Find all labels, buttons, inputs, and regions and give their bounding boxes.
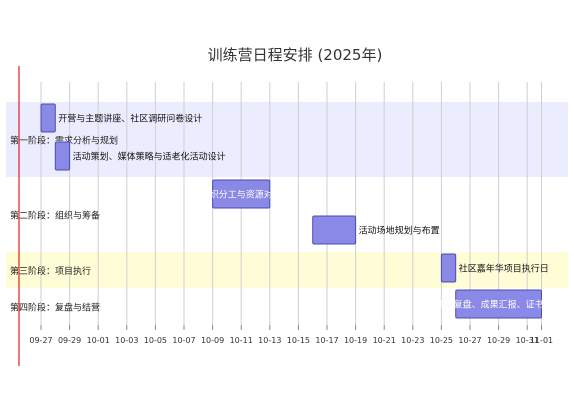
tick-label: 10-13 [258,336,281,345]
task-label: 社区嘉年华项目执行日 [459,263,549,275]
tick-label: 10-09 [201,336,224,345]
tick-label: 10-19 [344,336,367,345]
tick-label: 10-15 [287,336,310,345]
task-label: 活动策划、媒体策略与适老化活动设计 [73,151,226,163]
tick-label: 10-17 [315,336,338,345]
tick-label: 10-25 [430,336,453,345]
task-label: 开营与主题讲座、社区调研问卷设计 [58,113,202,125]
tick-label: 09-29 [58,336,81,345]
task-label: 项目复盘、成果汇报、证书颁发 [436,299,562,311]
task-bar [455,289,543,319]
tick-label: 10-01 [87,336,110,345]
section-label: 第三阶段：项目执行 [10,265,91,277]
task-bar [312,215,357,245]
section-labels: 第一阶段：需求分析与规划第二阶段：组织与筹备第三阶段：项目执行第四阶段：复盘与结… [10,135,118,314]
chart-title: 训练营日程安排 (2025年) [208,46,383,64]
section-band [6,252,568,288]
tick-label: 10-03 [115,336,138,345]
section-label: 第二阶段：组织与筹备 [10,210,100,222]
task-bars: 开营与主题讲座、社区调研问卷设计活动策划、媒体策略与适老化活动设计组织分工与资源… [40,103,562,319]
section-band [6,102,568,177]
tick-label: 10-21 [373,336,396,345]
grid-lines [40,82,542,325]
task-bar [212,179,271,209]
x-axis-ticks: 09-27 09-29 10-01 10-03 10-05 10-07 10-09 10-11… [29,325,553,345]
tick-label: 10-05 [144,336,167,345]
tick-label: 11-01 [530,336,553,345]
task-bar [440,253,457,283]
section-band [6,177,568,252]
tick-label: 10-31 [516,336,539,345]
tick-label: 10-23 [401,336,424,345]
section-label: 第一阶段：需求分析与规划 [10,135,118,147]
tick-label: 10-11 [230,336,253,345]
tick-label: 09-27 [29,336,52,345]
tick-label: 10-27 [458,336,481,345]
task-bar [40,103,56,133]
tick-label: 10-07 [172,336,195,345]
section-label: 第四阶段：复盘与结营 [10,302,100,314]
task-bar [54,141,71,171]
task-label: 活动场地规划与布置 [359,225,440,237]
tick-label: 10-29 [487,336,510,345]
task-label: 组织分工与资源对接 [201,189,282,201]
